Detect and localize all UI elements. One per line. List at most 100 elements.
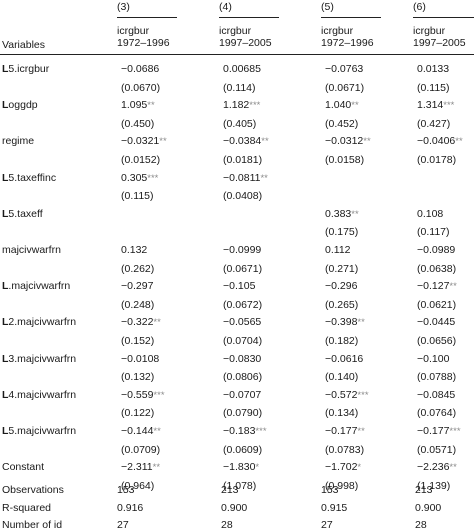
coefficient-value: 1.095 <box>121 99 148 112</box>
standard-error-cell: (0.427) <box>417 117 451 130</box>
standard-error-cell: (0.262) <box>121 262 155 275</box>
coefficient-value: 0.132 <box>121 244 148 256</box>
significance-stars: ** <box>152 462 161 474</box>
coefficient-cell: −0.0384** <box>223 135 269 147</box>
column-number-4: (4) <box>219 1 232 13</box>
period: 1997–2005 <box>413 37 466 49</box>
coefficient-value: 1.182 <box>223 99 250 112</box>
coefficient-cell: 1.182*** <box>223 99 260 111</box>
standard-error-cell: (0.248) <box>121 298 155 311</box>
coefficient-value: −0.0845 <box>417 388 456 401</box>
coefficient-value: 1.314 <box>417 99 444 112</box>
coefficient-value: −0.177 <box>325 425 358 437</box>
row-label: Loggdp <box>2 99 38 111</box>
coefficient-cell: −0.177*** <box>417 425 461 437</box>
significance-stars: * <box>255 462 260 474</box>
coefficient-cell: 0.112 <box>325 244 351 256</box>
column-header-5: icrgbur 1972–1996 <box>321 25 374 49</box>
coefficient-value: 0.383 <box>325 207 352 220</box>
coefficient-value: −2.311 <box>121 461 153 474</box>
row-label-prefix: L <box>2 388 9 401</box>
coefficient-value: −0.297 <box>121 280 154 293</box>
row-label-prefix: L <box>2 63 9 75</box>
standard-error-cell: (0.175) <box>325 226 359 239</box>
significance-stars: *** <box>255 426 267 437</box>
stat-value: 0.916 <box>117 502 144 514</box>
coefficient-value: −0.0763 <box>325 63 364 75</box>
standard-error-cell: (0.0671) <box>223 262 263 275</box>
coefficient-value: 0.00685 <box>223 63 261 75</box>
stat-value: 0.900 <box>415 502 442 514</box>
stat-value: 153 <box>117 484 135 496</box>
row-label-prefix: L <box>2 280 9 293</box>
stat-value: 28 <box>415 519 427 531</box>
column-rule <box>219 17 279 18</box>
standard-error-cell: (0.0609) <box>223 443 263 456</box>
stat-value: 0.900 <box>221 502 248 514</box>
period: 1972–1996 <box>117 37 170 49</box>
coefficient-value: −0.0707 <box>223 388 262 401</box>
significance-stars: *** <box>147 172 159 184</box>
coefficient-cell: −0.0830 <box>223 353 261 365</box>
standard-error-cell: (0.998) <box>325 479 359 492</box>
standard-error-cell: (0.152) <box>121 334 155 347</box>
coefficient-value: −0.105 <box>223 280 256 293</box>
coefficient-value: −0.127 <box>417 280 450 293</box>
column-header-3: icrgbur 1972–1996 <box>117 25 170 49</box>
coefficient-cell: 0.108 <box>417 208 443 220</box>
period: 1972–1996 <box>321 37 374 49</box>
coefficient-value: −0.0312 <box>325 135 364 148</box>
coefficient-cell: 1.095** <box>121 99 155 111</box>
coefficient-cell: −0.127** <box>417 280 457 292</box>
row-label: L2.majcivwarfrn <box>2 316 76 328</box>
significance-stars: ** <box>147 100 155 112</box>
coefficient-cell: −0.0312** <box>325 135 371 147</box>
header-rule <box>0 54 474 55</box>
column-rule <box>413 17 474 18</box>
stat-value: 0.915 <box>321 502 348 514</box>
row-label-prefix: L <box>2 352 9 365</box>
coefficient-value: −0.0384 <box>223 135 262 148</box>
coefficient-cell: −0.0321** <box>121 135 167 147</box>
row-label-text: regime <box>2 135 35 148</box>
coefficient-value: −0.322 <box>121 316 154 329</box>
standard-error-cell: (0.0158) <box>325 153 365 166</box>
coefficient-cell: −0.0565 <box>223 316 261 328</box>
coefficient-cell: −0.0707 <box>223 389 261 401</box>
coefficient-cell: −0.0686 <box>121 63 159 75</box>
row-label-text: 3.majcivwarfrn <box>8 352 77 365</box>
coefficient-cell: −0.0763 <box>325 63 363 75</box>
coefficient-cell: 0.305*** <box>121 172 158 184</box>
coefficient-cell: −0.398** <box>325 316 365 328</box>
coefficient-cell: −0.0845 <box>417 389 455 401</box>
significance-stars: ** <box>455 136 463 148</box>
row-label: L5.majcivwarfrn <box>2 425 76 437</box>
row-label: L.majcivwarfrn <box>2 280 70 292</box>
dependent-variable: icrgbur <box>117 25 150 37</box>
standard-error-cell: (0.0788) <box>417 371 457 384</box>
coefficient-value: −0.0445 <box>417 316 456 329</box>
coefficient-cell: −1.702* <box>325 461 361 473</box>
significance-stars: ** <box>153 426 161 437</box>
coefficient-value: 0.0133 <box>417 63 450 75</box>
standard-error-cell: (0.122) <box>121 407 155 420</box>
standard-error-cell: (0.0783) <box>325 443 365 456</box>
standard-error-cell: (0.114) <box>223 81 256 94</box>
stat-value: 153 <box>321 484 339 496</box>
row-label: L3.majcivwarfrn <box>2 353 76 365</box>
standard-error-cell: (0.117) <box>417 226 450 239</box>
coefficient-cell: 0.0133 <box>417 63 449 75</box>
coefficient-value: −0.398 <box>325 316 358 329</box>
standard-error-cell: (0.0181) <box>223 153 263 166</box>
significance-stars: ** <box>357 426 365 437</box>
standard-error-cell: (0.140) <box>325 371 359 384</box>
coefficient-value: −0.296 <box>325 280 358 293</box>
significance-stars: ** <box>159 136 167 148</box>
row-label-text: .majcivwarfrn <box>8 280 71 293</box>
coefficient-cell: −0.0811** <box>223 172 268 184</box>
coefficient-value: −0.0321 <box>121 135 160 148</box>
variables-header: Variables <box>2 39 45 51</box>
coefficient-value: 0.112 <box>325 244 351 256</box>
stat-value: 213 <box>221 484 239 496</box>
row-label: Constant <box>2 461 44 473</box>
